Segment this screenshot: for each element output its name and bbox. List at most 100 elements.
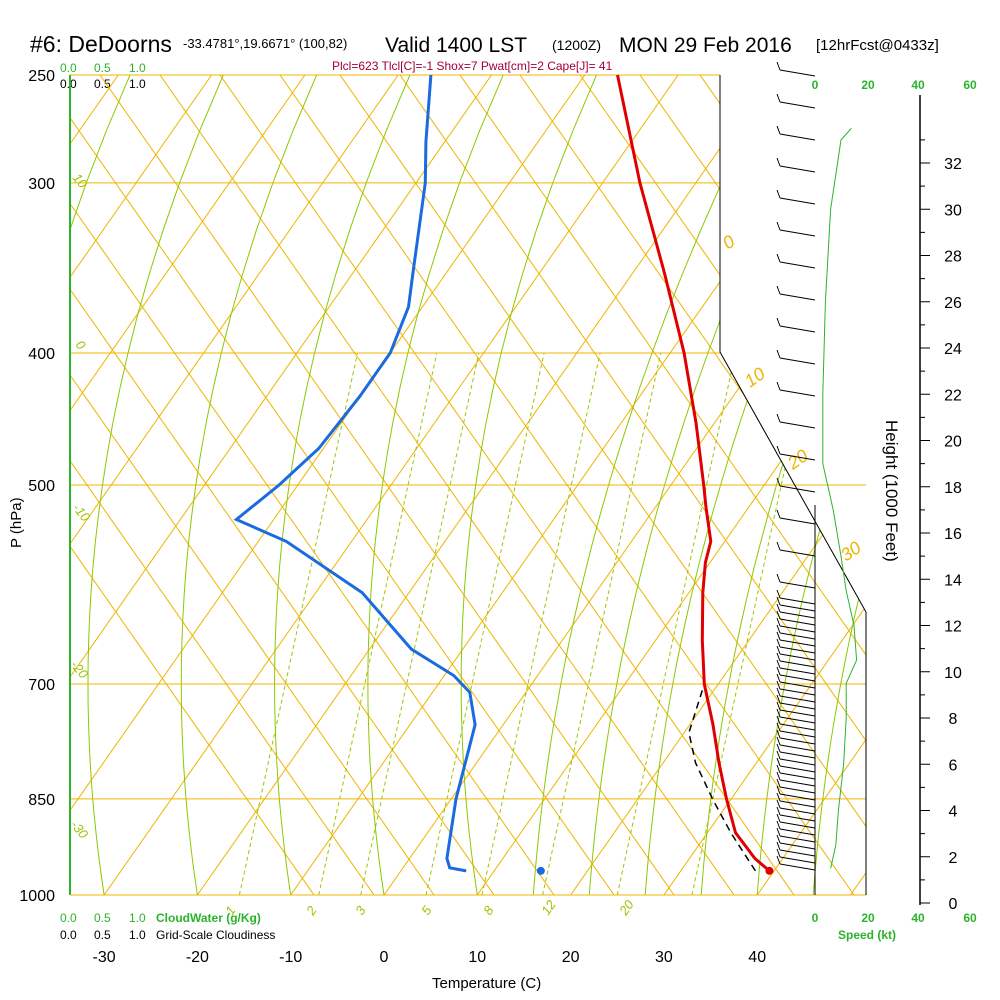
isotherm-line xyxy=(850,75,866,895)
temperature-tick-label: -30 xyxy=(93,949,116,966)
valid-time: Valid 1400 LST xyxy=(385,34,527,57)
surface-dewpoint-marker xyxy=(536,866,545,875)
isotherm-label: 0 xyxy=(719,231,739,253)
wind-barb xyxy=(776,445,816,461)
moist-adiabat-line xyxy=(274,75,411,895)
speed-tick-top: 60 xyxy=(963,78,977,92)
wind-barb xyxy=(776,93,816,109)
isotherm-line xyxy=(663,75,866,895)
height-tick-label: 12 xyxy=(944,619,962,636)
cloud-scale-bottom-0: 0.0 xyxy=(60,911,77,925)
mixing-ratio-label: 20 xyxy=(616,897,638,919)
moist-adiabat-line xyxy=(532,75,775,895)
mixing-ratio-label: 2 xyxy=(303,903,320,919)
mixing-ratio-line xyxy=(542,352,662,895)
moist-adiabat-line xyxy=(87,75,224,895)
wind-barb xyxy=(776,841,816,857)
wind-barb xyxy=(776,778,816,794)
cloud-scale-top-0: 0.0 xyxy=(60,61,77,75)
speed-axis-label: Speed (kt) xyxy=(838,928,896,942)
moist-adiabat-line xyxy=(460,75,597,895)
wind-barb xyxy=(776,799,816,815)
speed-tick-bottom: 0 xyxy=(812,911,819,925)
cloudwater-label: CloudWater (g/Kg) xyxy=(156,911,261,925)
wind-barb xyxy=(776,834,816,850)
wind-barb xyxy=(776,771,816,787)
wind-barb xyxy=(776,381,816,397)
mixing-ratio-line xyxy=(481,352,601,895)
height-tick-label: 14 xyxy=(944,572,962,589)
wind-barb xyxy=(776,715,816,731)
wind-barb xyxy=(776,157,816,173)
pressure-axis-label: P (hPa) xyxy=(8,497,25,548)
wind-barbs xyxy=(776,61,816,895)
isotherm-label: 20 xyxy=(783,445,812,473)
cloud-scale-top2-0: 0.0 xyxy=(60,77,77,91)
pressure-tick-label: 1000 xyxy=(19,888,55,905)
height-tick-label: 6 xyxy=(949,757,958,774)
pressure-tick-label: 300 xyxy=(28,176,55,193)
wind-barb xyxy=(776,285,816,301)
wind-barb xyxy=(776,750,816,766)
pressure-tick-label: 250 xyxy=(28,68,55,85)
wind-barb xyxy=(776,624,816,640)
mixing-ratio-label: 12 xyxy=(538,897,559,918)
height-tick-label: 10 xyxy=(944,665,962,682)
wind-barb xyxy=(776,589,816,605)
isotherm-line xyxy=(70,75,213,895)
temperature-tick-label: -10 xyxy=(279,949,302,966)
wind-barb xyxy=(776,596,816,612)
wind-barb xyxy=(776,125,816,141)
moist-adiabat-line xyxy=(367,75,504,895)
station-title: #6: DeDoorns xyxy=(30,31,172,57)
wind-speed-line xyxy=(822,127,858,869)
wind-barb xyxy=(776,317,816,333)
wind-barb xyxy=(776,666,816,682)
wind-barb xyxy=(776,631,816,647)
cloud-scale-bottom-1: 0.5 xyxy=(94,911,111,925)
temperature-tick-label: 20 xyxy=(562,949,580,966)
surface-temperature-marker xyxy=(765,866,774,875)
height-axis-label: Height (1000 Feet) xyxy=(882,420,901,562)
cloud-scale-top2-2: 1.0 xyxy=(129,77,146,91)
mixing-ratio-label: 8 xyxy=(480,903,497,918)
wind-barb xyxy=(776,708,816,724)
temperature-tick-label: 30 xyxy=(655,949,673,966)
speed-tick-top: 20 xyxy=(861,78,875,92)
mixing-ratio-line xyxy=(360,352,480,895)
speed-tick-bottom: 20 xyxy=(861,911,875,925)
height-tick-label: 24 xyxy=(944,341,962,358)
temperature-axis: -30 -20 -10 0 10 20 30 40 xyxy=(93,949,767,966)
isotherm-line xyxy=(70,75,306,895)
moist-adiabat-line xyxy=(180,75,318,895)
wind-barb xyxy=(776,221,816,237)
wind-barb xyxy=(776,694,816,710)
parcel-profile-line xyxy=(688,683,757,872)
cloud-scale-bottom2-0: 0.0 xyxy=(60,928,77,942)
wind-barb xyxy=(776,764,816,780)
wind-barb xyxy=(776,701,816,717)
wind-barb xyxy=(776,509,816,525)
wind-barb xyxy=(776,680,816,696)
wind-barb xyxy=(776,477,816,493)
stability-indices: Plcl=623 Tlcl[C]=-1 Shox=7 Pwat[cm]=2 Ca… xyxy=(332,59,613,73)
temperature-axis-label: Temperature (C) xyxy=(432,975,541,992)
height-tick-label: 2 xyxy=(949,850,958,867)
mixing-ratio-label: 5 xyxy=(418,903,435,918)
wind-barb xyxy=(776,785,816,801)
forecast-info: [12hrFcst@0433z] xyxy=(816,37,939,54)
wind-barb xyxy=(776,729,816,745)
isotherm-label: 30 xyxy=(837,537,865,565)
utc-time: (1200Z) xyxy=(552,37,601,53)
wind-barb xyxy=(776,253,816,269)
isotherm-line xyxy=(0,75,25,895)
dry-adiabat-label: 0 xyxy=(73,337,90,353)
speed-tick-bottom: 60 xyxy=(963,911,977,925)
wind-barb xyxy=(776,722,816,738)
wind-barb xyxy=(776,827,816,843)
wind-barb xyxy=(776,806,816,822)
moist-adiabat-line xyxy=(812,75,866,895)
